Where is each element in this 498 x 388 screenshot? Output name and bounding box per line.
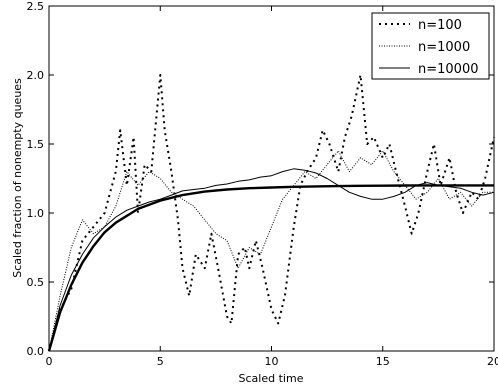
x-tick-label: 20 (487, 355, 498, 368)
y-tick-label: 2.5 (27, 0, 45, 13)
y-tick-label: 1.5 (27, 138, 45, 151)
x-axis-label: Scaled time (239, 372, 304, 385)
series-layer (47, 74, 495, 352)
y-tick-label: 2.0 (27, 69, 45, 82)
legend-label-n100: n=100 (418, 18, 462, 33)
y-axis-label: Scaled fraction of nonempty queues (11, 78, 24, 278)
x-tick-label: 0 (46, 355, 53, 368)
y-tick-label: 0.5 (27, 276, 45, 289)
series-line-n10000 (48, 168, 495, 352)
x-tick-label: 10 (265, 355, 279, 368)
series-line-n100 (48, 74, 495, 352)
x-tick-label: 15 (376, 355, 390, 368)
series-line-n1000 (48, 150, 494, 352)
y-tick-label: 1.0 (27, 207, 45, 220)
legend-label-n1000: n=1000 (418, 40, 470, 55)
legend-label-n10000: n=10000 (418, 62, 479, 77)
ticks-layer: 0 5 10 15 20 0.0 0.5 1.0 1.5 2.0 2.5 (27, 0, 498, 368)
x-tick-label: 5 (157, 355, 164, 368)
series-line-curve-3 (47, 184, 494, 352)
legend: n=100 n=1000 n=10000 (371, 12, 490, 80)
y-tick-label: 0.0 (27, 345, 45, 358)
